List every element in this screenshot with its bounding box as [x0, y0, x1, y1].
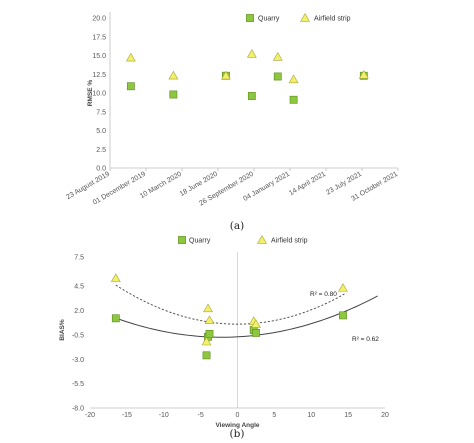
- airfield-point: [272, 51, 283, 61]
- y-axis-title: RMSE %: [87, 80, 94, 107]
- y-tick-label: 17.5: [92, 34, 106, 41]
- airfield-point: [201, 336, 212, 346]
- airfield-point: [221, 70, 231, 80]
- x-tick-label: 5: [272, 412, 276, 419]
- y-tick-label: 7.5: [74, 254, 84, 261]
- y-tick-label: 15.0: [92, 53, 106, 60]
- quarry-point: [126, 82, 135, 91]
- x-tick-label: -10: [159, 412, 169, 419]
- quarry-point: [252, 329, 260, 337]
- y-tick-label: 2.0: [74, 308, 84, 315]
- x-tick-label: -5: [198, 412, 204, 419]
- legend-airfield-label: Airfield strip: [271, 238, 308, 245]
- y-tick-label: -0.5: [72, 332, 84, 339]
- y-axis-title: BIAS%: [59, 319, 66, 341]
- x-tick-label: -20: [85, 412, 95, 419]
- airfield-point: [168, 70, 179, 80]
- legend-airfield-label: Airfield strip: [314, 16, 351, 23]
- airfield-point: [204, 315, 215, 324]
- quarry-point: [289, 95, 298, 104]
- quarry-point: [169, 90, 178, 99]
- airfield-point: [251, 319, 261, 328]
- quarry-point: [202, 351, 211, 360]
- quarry-point: [247, 92, 256, 100]
- legend-airfield-marker: [300, 12, 310, 22]
- airfield-point: [288, 74, 299, 84]
- quarry-point: [339, 311, 347, 320]
- x-tick-label: 10: [307, 412, 315, 419]
- x-axis-title: Viewing Angle: [215, 422, 259, 429]
- r2-label-quarry: R² = 0.62: [352, 336, 379, 343]
- chart-b: 7.5 4.5 2.0 -0.5 -3.0 -5.5 -8.0-20 -15 -10 -5 0 5 10…: [59, 234, 389, 440]
- y-tick-label: 5.0: [96, 128, 106, 135]
- airfield-point: [246, 48, 257, 58]
- airfield-point: [110, 273, 121, 282]
- y-tick-label: 2.5: [96, 147, 106, 154]
- r2-label-airfield: R² = 0.80: [310, 291, 337, 298]
- y-tick-label: 10.0: [92, 91, 106, 98]
- y-tick-label: 0.0: [96, 166, 106, 173]
- panel-label-a: (a): [230, 220, 244, 232]
- quarry-trendline: [111, 295, 378, 338]
- airfield-point: [203, 303, 213, 313]
- quarry-point: [205, 330, 214, 338]
- legend-quarry-marker: [246, 14, 254, 22]
- y-tick-label: 20.0: [92, 16, 106, 23]
- legend-quarry-marker: [178, 236, 186, 244]
- airfield-point: [125, 52, 136, 62]
- airfield-point: [338, 283, 348, 292]
- y-tick-label: -5.5: [72, 381, 84, 388]
- x-tick-label: 0: [236, 412, 240, 419]
- y-tick-label: -8.0: [72, 406, 84, 413]
- x-tick-label: 20: [381, 412, 389, 419]
- y-tick-label: 12.5: [92, 72, 106, 79]
- legend-airfield-marker: [257, 234, 267, 244]
- airfield-point: [358, 69, 369, 79]
- x-tick-label: 15: [344, 412, 352, 419]
- y-tick-label: -3.0: [72, 357, 84, 364]
- y-tick-label: 4.5: [74, 284, 84, 291]
- quarry-point: [111, 314, 120, 323]
- x-tick-label: -15: [122, 412, 132, 419]
- x-tick-label: 14 April 2021: [288, 171, 327, 198]
- panel-label-b: (b): [230, 428, 245, 440]
- y-tick-label: 7.5: [96, 109, 106, 116]
- quarry-point: [273, 72, 282, 81]
- legend-quarry-label: Quarry: [258, 16, 280, 23]
- chart-a: 0.02.55.07.510.012.515.017.520.023 Augus…: [65, 12, 399, 232]
- legend-quarry-label: Quarry: [189, 238, 211, 245]
